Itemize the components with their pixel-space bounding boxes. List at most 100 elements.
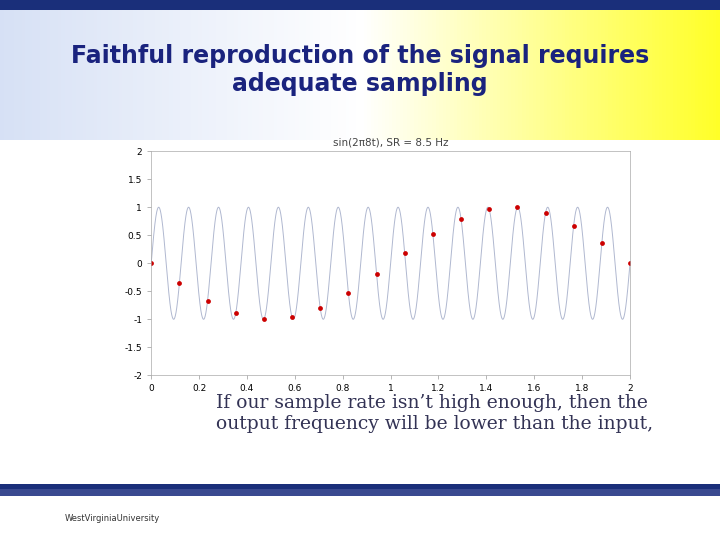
Bar bbox=[461, 0, 465, 140]
Bar bbox=[11, 0, 15, 140]
Bar bbox=[130, 0, 134, 140]
Bar bbox=[328, 0, 332, 140]
Bar bbox=[529, 0, 534, 140]
Bar bbox=[25, 0, 30, 140]
Text: If our sample rate isn’t high enough, then the
output frequency will be lower th: If our sample rate isn’t high enough, th… bbox=[216, 394, 653, 433]
Bar bbox=[439, 0, 444, 140]
Bar bbox=[389, 0, 393, 140]
Bar bbox=[76, 0, 80, 140]
Bar bbox=[587, 0, 591, 140]
Bar bbox=[238, 0, 242, 140]
Bar bbox=[497, 0, 501, 140]
Bar bbox=[346, 0, 350, 140]
Bar bbox=[173, 0, 177, 140]
Bar bbox=[194, 0, 199, 140]
Bar bbox=[90, 0, 94, 140]
Bar bbox=[47, 0, 51, 140]
Bar bbox=[32, 0, 37, 140]
Bar bbox=[364, 0, 368, 140]
Bar bbox=[306, 0, 310, 140]
Bar bbox=[482, 0, 487, 140]
Bar bbox=[418, 0, 422, 140]
Point bbox=[174, 279, 185, 288]
Bar bbox=[36, 0, 40, 140]
Bar bbox=[158, 0, 163, 140]
Bar bbox=[302, 0, 307, 140]
Bar bbox=[472, 0, 476, 140]
Point bbox=[596, 239, 608, 247]
Bar bbox=[443, 0, 447, 140]
Point bbox=[315, 303, 326, 312]
Point bbox=[455, 214, 467, 223]
Bar bbox=[436, 0, 440, 140]
Bar bbox=[0, 489, 720, 496]
Point bbox=[540, 209, 552, 218]
Bar bbox=[371, 0, 375, 140]
Bar bbox=[540, 0, 544, 140]
Bar bbox=[713, 0, 717, 140]
Bar bbox=[367, 0, 372, 140]
Bar bbox=[108, 0, 112, 140]
Bar bbox=[284, 0, 289, 140]
Bar bbox=[29, 0, 33, 140]
Bar bbox=[137, 0, 141, 140]
Bar bbox=[180, 0, 184, 140]
Bar bbox=[22, 0, 26, 140]
Bar bbox=[630, 0, 634, 140]
Bar bbox=[648, 0, 652, 140]
Point bbox=[230, 309, 241, 318]
Bar bbox=[382, 0, 386, 140]
Bar bbox=[360, 0, 364, 140]
Bar bbox=[86, 0, 91, 140]
Bar bbox=[104, 0, 109, 140]
Bar bbox=[176, 0, 181, 140]
Point bbox=[483, 205, 495, 214]
Bar bbox=[673, 0, 678, 140]
Bar bbox=[684, 0, 688, 140]
Bar bbox=[353, 0, 357, 140]
Bar bbox=[421, 0, 426, 140]
Bar bbox=[245, 0, 249, 140]
Bar bbox=[400, 0, 404, 140]
Bar bbox=[68, 0, 73, 140]
Bar bbox=[184, 0, 188, 140]
Bar bbox=[112, 0, 116, 140]
Bar bbox=[295, 0, 300, 140]
Bar bbox=[266, 0, 271, 140]
Bar bbox=[522, 0, 526, 140]
Bar bbox=[698, 0, 703, 140]
Bar bbox=[40, 0, 44, 140]
Bar bbox=[61, 0, 66, 140]
Bar bbox=[241, 0, 246, 140]
Bar bbox=[342, 0, 346, 140]
Bar bbox=[378, 0, 382, 140]
Bar bbox=[601, 0, 606, 140]
Bar bbox=[414, 0, 418, 140]
Bar bbox=[598, 0, 602, 140]
Bar bbox=[504, 0, 508, 140]
Bar bbox=[425, 0, 429, 140]
Bar bbox=[641, 0, 645, 140]
Bar bbox=[162, 0, 166, 140]
Bar bbox=[126, 0, 130, 140]
Bar bbox=[490, 0, 494, 140]
Point bbox=[512, 203, 523, 212]
Point bbox=[427, 230, 438, 238]
Bar bbox=[58, 0, 62, 140]
Bar bbox=[0, 484, 720, 489]
Bar bbox=[551, 0, 555, 140]
Bar bbox=[198, 0, 202, 140]
Bar bbox=[187, 0, 192, 140]
Bar bbox=[209, 0, 213, 140]
Bar bbox=[324, 0, 328, 140]
Bar bbox=[277, 0, 282, 140]
Bar bbox=[486, 0, 490, 140]
Bar bbox=[310, 0, 314, 140]
Bar bbox=[511, 0, 516, 140]
Bar bbox=[313, 0, 318, 140]
Bar bbox=[4, 0, 8, 140]
Bar bbox=[677, 0, 681, 140]
Point bbox=[287, 313, 298, 321]
Bar bbox=[709, 0, 714, 140]
Bar bbox=[115, 0, 120, 140]
